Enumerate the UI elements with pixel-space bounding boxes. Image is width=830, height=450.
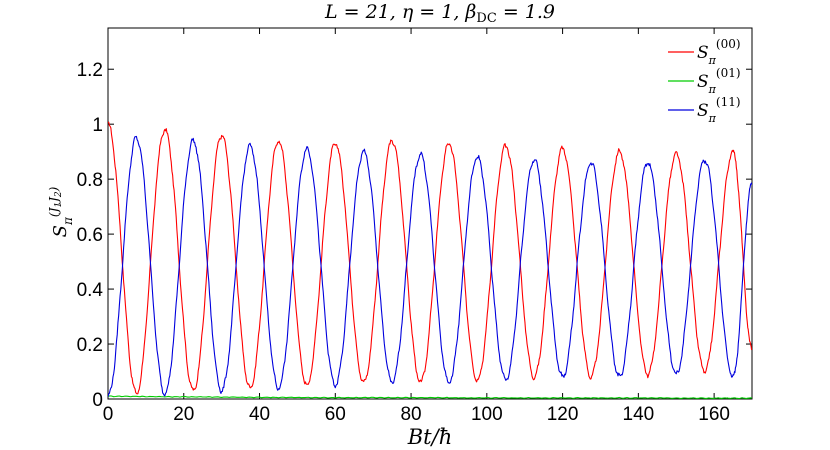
series-line-1: [108, 395, 752, 399]
x-tick-label: 20: [173, 404, 194, 425]
y-tick-label: 0.2: [77, 335, 103, 356]
x-tick-label: 160: [698, 404, 730, 425]
axis-tick-labels: 0 20 40 60 80 100 120 140 160 0 0.2 0.4 0.6 0.8 1 1.2: [77, 60, 730, 425]
y-tick-label: 0.8: [77, 170, 103, 191]
y-tick-label: 0.4: [77, 280, 104, 301]
y-tick-label: 0.6: [77, 225, 103, 246]
series-line-0: [108, 121, 752, 395]
x-tick-label: 140: [623, 404, 655, 425]
x-axis-label: Bt/ħ: [407, 425, 452, 449]
x-tick-label: 60: [325, 404, 346, 425]
y-tick-label: 0: [92, 390, 103, 411]
x-tick-label: 40: [249, 404, 270, 425]
y-tick-label: 1.2: [77, 60, 103, 81]
y-axis-label: Sπ(J1J2): [47, 186, 75, 237]
series-line-2: [108, 135, 752, 397]
chart-title: L = 21, η = 1, βDC = 1.9: [324, 1, 555, 26]
x-tick-label: 120: [547, 404, 579, 425]
x-tick-label: 80: [400, 404, 421, 425]
x-tick-label: 0: [103, 404, 114, 425]
y-tick-label: 1: [92, 115, 103, 136]
series-group: [108, 121, 752, 399]
x-tick-label: 100: [471, 404, 503, 425]
